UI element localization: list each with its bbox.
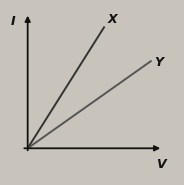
Text: X: X	[108, 13, 117, 26]
Text: I: I	[11, 15, 15, 28]
Text: V: V	[156, 158, 165, 171]
Text: Y: Y	[155, 56, 164, 69]
